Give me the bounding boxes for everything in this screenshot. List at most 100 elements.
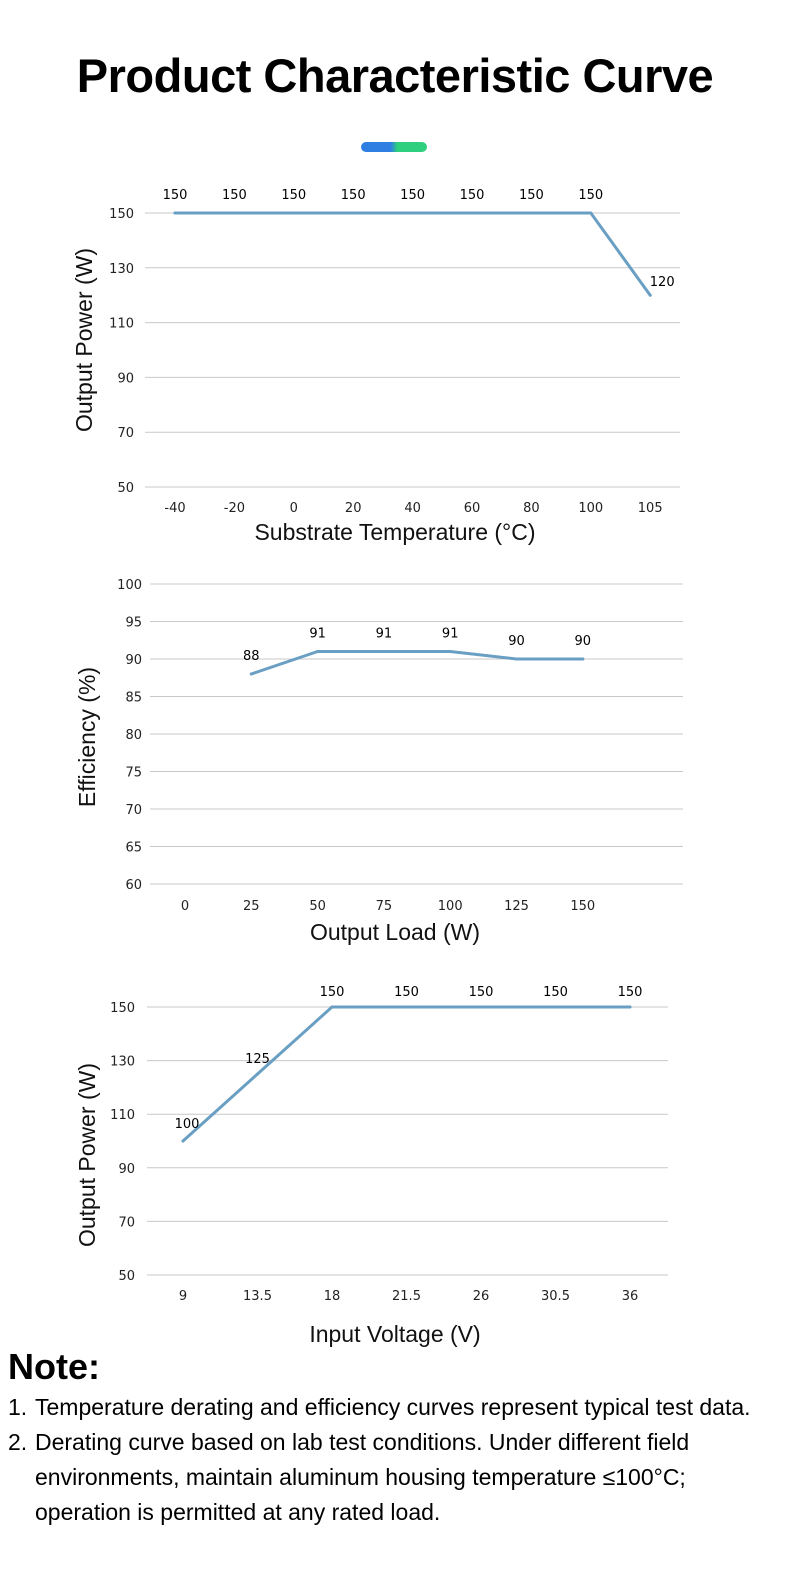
x-axis-title: Input Voltage (V): [309, 1321, 480, 1347]
x-axis-title: Substrate Temperature (°C): [254, 519, 535, 545]
y-tick-label: 70: [118, 1215, 135, 1230]
x-tick-label: 60: [464, 501, 481, 516]
data-point: [628, 1005, 632, 1009]
data-point: [292, 211, 296, 215]
data-point: [479, 1005, 483, 1009]
data-point: [405, 1005, 408, 1009]
data-label: 91: [442, 627, 459, 642]
data-label: 150: [400, 188, 425, 203]
data-point: [173, 211, 177, 215]
data-label: 91: [376, 627, 393, 642]
data-label: 150: [320, 985, 345, 1000]
y-axis-title: Output Power (W): [71, 248, 97, 432]
data-point: [249, 672, 253, 676]
x-axis-title: Output Load (W): [310, 919, 480, 945]
data-point: [181, 1139, 185, 1143]
page-title: Product Characteristic Curve: [76, 49, 714, 102]
data-label: 90: [575, 634, 592, 649]
data-label: 150: [543, 985, 568, 1000]
data-label: 150: [222, 188, 247, 203]
x-tick-label: 20: [345, 501, 362, 516]
chart-temperature-derating: 150 130 110 90 70 50 -40 -20 0 20 40 60 80 100 105 Subs…: [71, 188, 680, 545]
data-label: 150: [578, 188, 603, 203]
x-tick-label: 0: [181, 899, 189, 914]
y-tick-label: 150: [110, 1001, 135, 1016]
data-label: 150: [519, 188, 544, 203]
series-line: [181, 1005, 632, 1143]
note-list: 1. Temperature derating and efficiency c…: [0, 1390, 790, 1530]
data-label: 100: [175, 1117, 200, 1132]
y-tick-label: 130: [109, 262, 134, 277]
note-number: 2.: [8, 1429, 28, 1455]
data-point: [382, 650, 386, 653]
data-label: 150: [394, 985, 419, 1000]
y-tick-label: 90: [125, 653, 142, 668]
x-tick-label: 0: [290, 501, 298, 516]
data-point: [316, 650, 320, 653]
series-line: [173, 211, 652, 297]
note-text: Derating curve based on lab test conditi…: [35, 1429, 690, 1525]
x-tick-label: 100: [438, 899, 463, 914]
note-title: Note:: [8, 1346, 100, 1387]
x-tick-label: 105: [638, 501, 663, 516]
y-tick-label: 50: [117, 481, 134, 496]
y-tick-label: 110: [109, 317, 134, 332]
data-point: [256, 1072, 259, 1076]
x-tick-label: 9: [179, 1289, 187, 1304]
data-point: [589, 211, 593, 215]
x-tick-label: 25: [243, 899, 260, 914]
x-tick-label: 40: [404, 501, 421, 516]
data-point: [648, 293, 652, 297]
y-tick-label: 90: [118, 1162, 135, 1177]
note-text: Temperature derating and efficiency curv…: [35, 1394, 751, 1420]
data-label: 150: [618, 985, 643, 1000]
x-tick-label: 21.5: [392, 1289, 421, 1304]
y-tick-label: 75: [125, 766, 142, 781]
x-tick-label: -20: [224, 501, 245, 516]
x-tick-label: -40: [164, 501, 185, 516]
y-tick-label: 85: [125, 691, 142, 706]
x-tick-label: 30.5: [541, 1289, 570, 1304]
y-tick-label: 70: [117, 426, 134, 441]
data-label: 90: [508, 634, 525, 649]
y-tick-label: 150: [109, 207, 134, 222]
data-point: [351, 211, 355, 215]
y-tick-label: 95: [125, 616, 142, 631]
x-tick-label: 100: [578, 501, 603, 516]
data-point: [581, 657, 585, 661]
data-point: [448, 650, 452, 653]
data-label: 88: [243, 649, 260, 664]
y-tick-label: 70: [125, 803, 142, 818]
data-point: [554, 1005, 557, 1009]
data-label: 91: [309, 627, 326, 642]
data-point: [470, 211, 474, 215]
data-point: [515, 657, 518, 661]
data-point: [411, 211, 415, 215]
chart-efficiency: 100 95 90 85 80 75 70 65 60 0 25 50 75 100 125 150 Outpu…: [74, 578, 683, 945]
y-tick-label: 130: [110, 1055, 135, 1070]
data-label: 150: [163, 188, 188, 203]
data-point: [330, 1005, 334, 1009]
note-number: 1.: [8, 1394, 28, 1420]
x-tick-label: 125: [504, 899, 529, 914]
y-axis-title: Efficiency (%): [74, 667, 100, 807]
data-label: 150: [469, 985, 494, 1000]
y-tick-label: 60: [125, 878, 142, 893]
x-tick-label: 36: [622, 1289, 639, 1304]
data-label: 150: [341, 188, 366, 203]
data-label: 120: [650, 275, 675, 290]
data-label: 125: [245, 1052, 270, 1067]
x-tick-label: 50: [309, 899, 326, 914]
x-tick-label: 26: [473, 1289, 490, 1304]
y-axis-title: Output Power (W): [74, 1063, 100, 1247]
y-tick-label: 110: [110, 1108, 135, 1123]
x-tick-label: 150: [570, 899, 595, 914]
data-point: [529, 211, 533, 215]
series-line: [249, 650, 585, 676]
data-point: [232, 211, 236, 215]
x-tick-label: 75: [376, 899, 393, 914]
x-tick-label: 80: [523, 501, 540, 516]
y-tick-label: 65: [125, 841, 142, 856]
y-tick-label: 80: [125, 728, 142, 743]
x-tick-label: 18: [324, 1289, 341, 1304]
